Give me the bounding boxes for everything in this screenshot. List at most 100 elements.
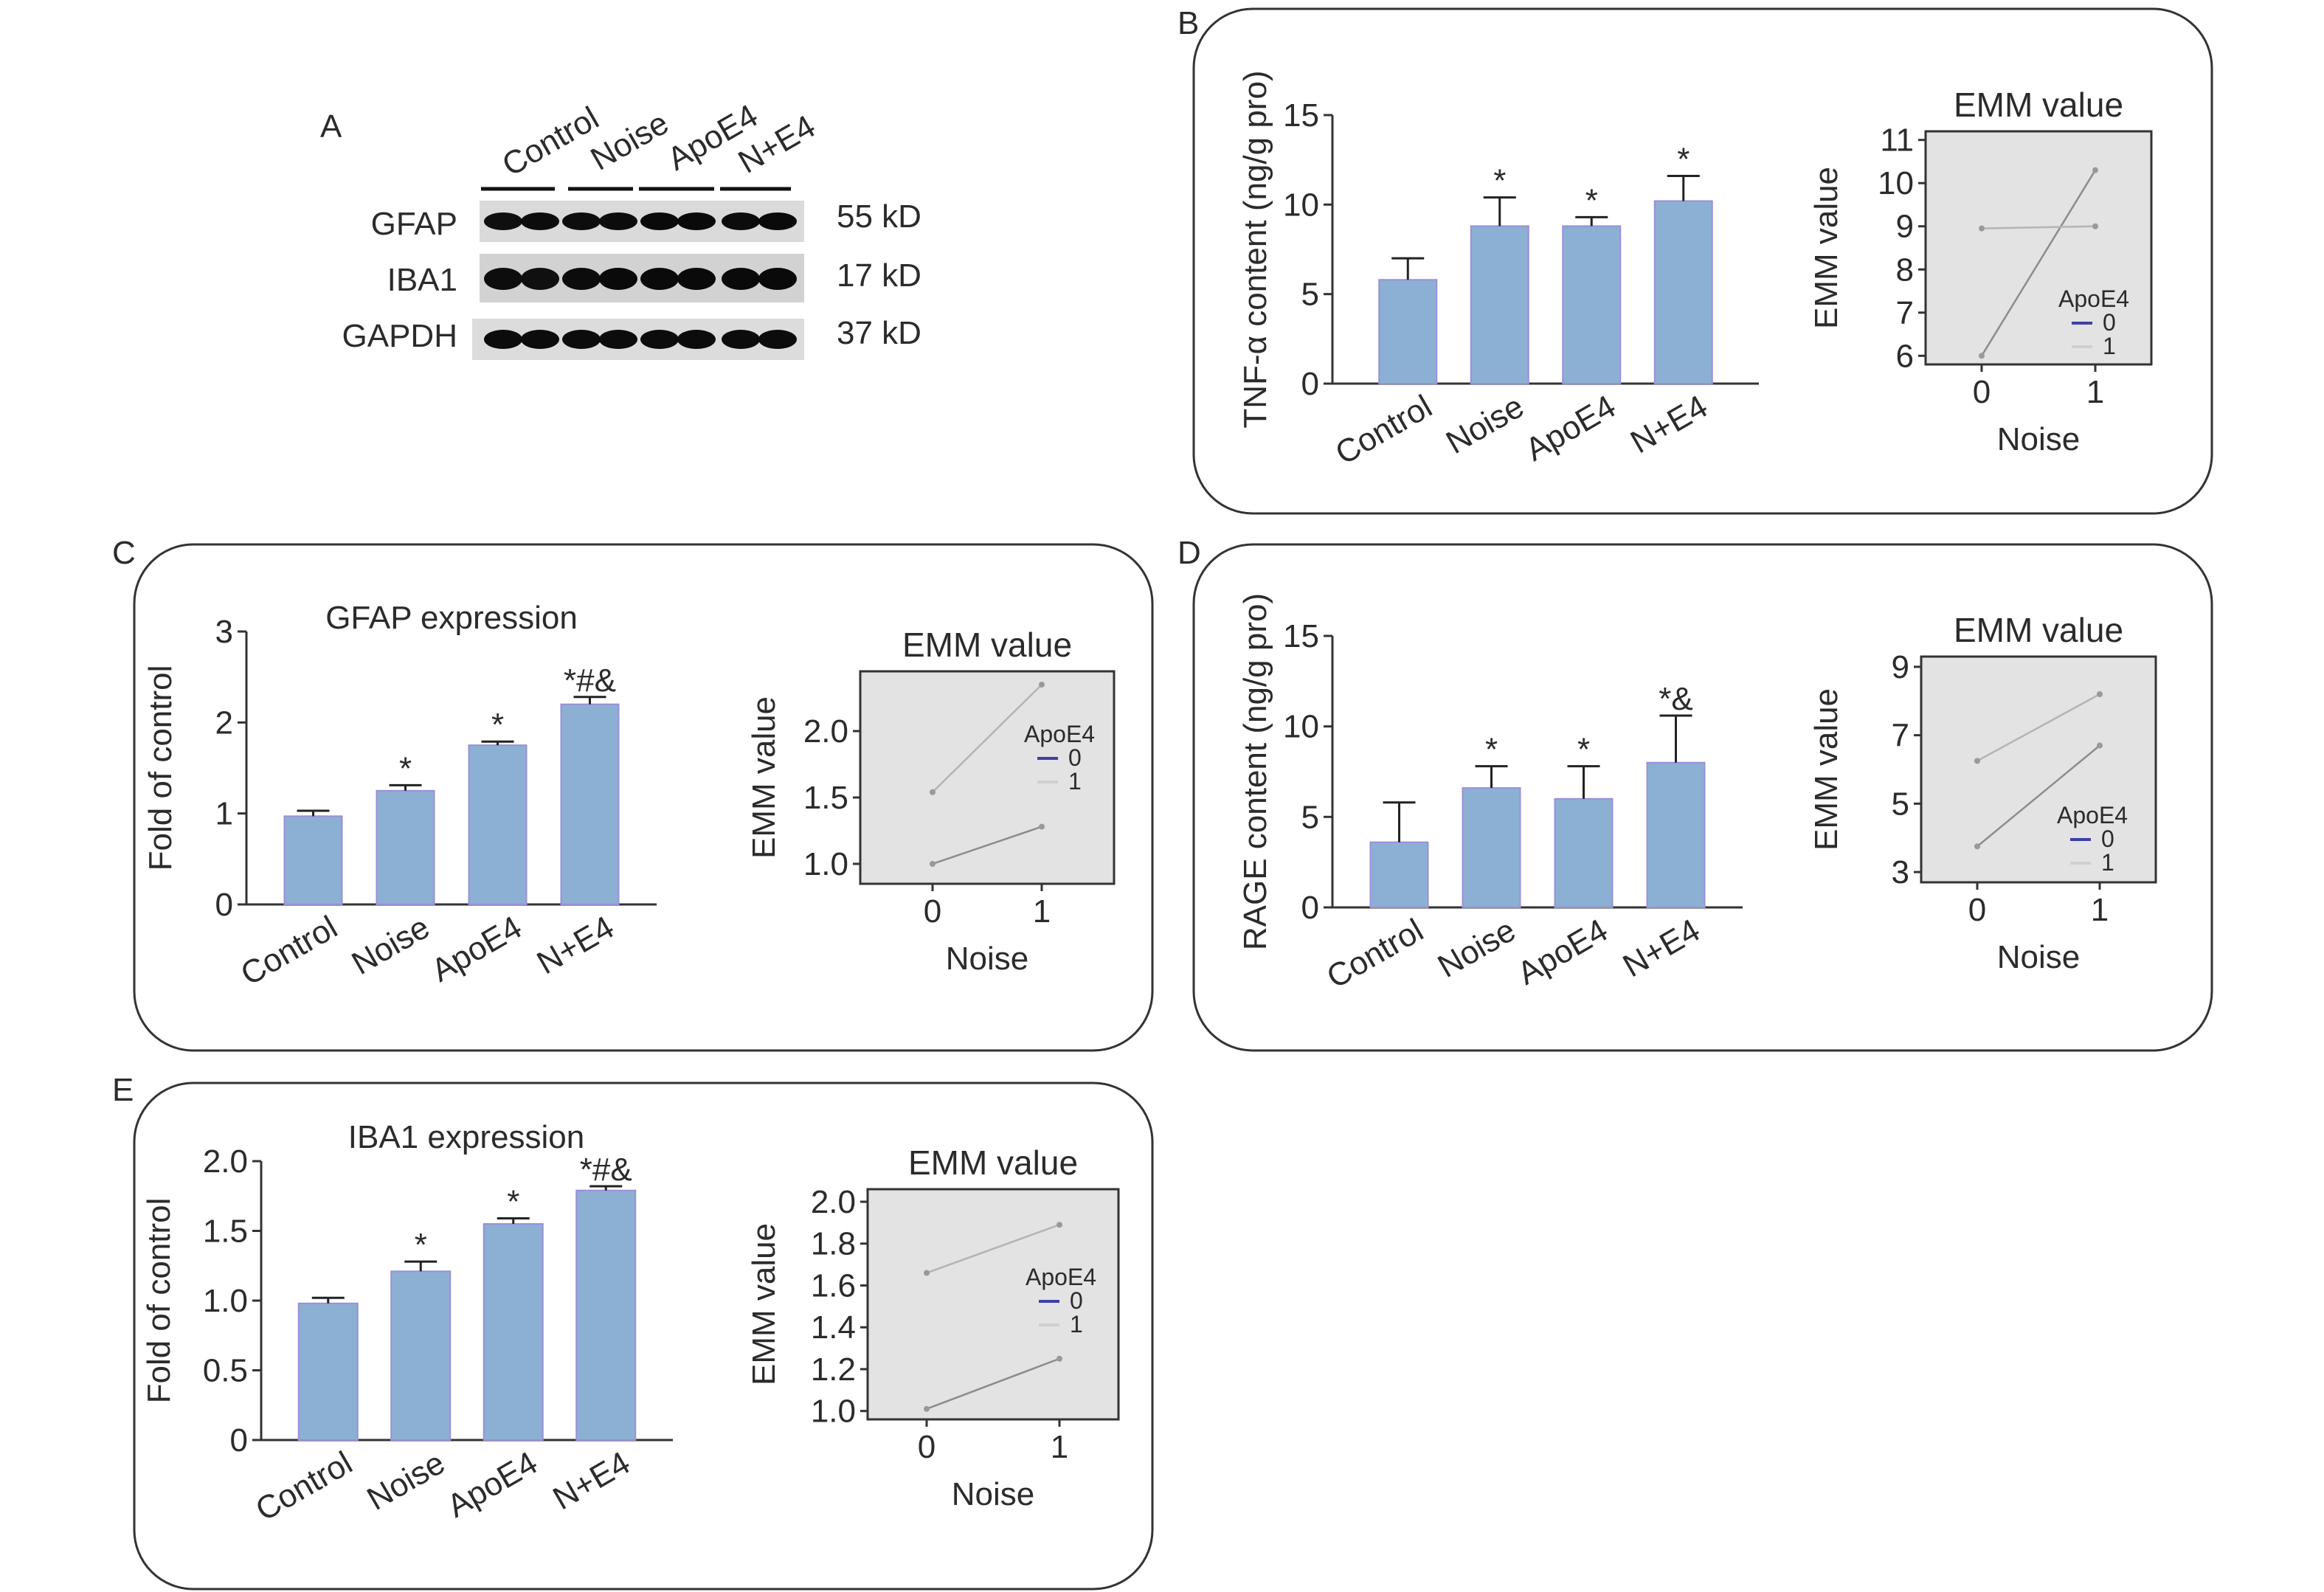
series-line xyxy=(1980,170,2097,356)
emm-title: EMM value xyxy=(1954,86,2123,124)
x-category-label: ApoE4 xyxy=(441,1444,544,1524)
bar xyxy=(1369,841,1429,909)
x-category-label: ApoE4 xyxy=(426,909,528,989)
y-tick-label: 8 xyxy=(1896,252,1914,288)
y-tick-label: 5 xyxy=(1301,277,1319,313)
legend-entry: 1 xyxy=(2101,849,2114,876)
y-axis-label: RAGE content (ng/g pro) xyxy=(1237,593,1273,950)
series-line xyxy=(932,684,1042,793)
blot-lane-label: Noise xyxy=(585,105,675,178)
panel-frame-d xyxy=(1192,543,2213,1052)
rage-bar-chart: 0 5 10 15 RAGE content (ng/g pro) Control * Noi… xyxy=(1237,593,1743,996)
y-tick-label: 1 xyxy=(215,796,233,832)
y-tick-label: 1.0 xyxy=(811,1394,856,1430)
panel-frame-e xyxy=(133,1081,1154,1591)
bar xyxy=(1378,279,1438,384)
series-point xyxy=(924,1405,930,1412)
x-category-label: N+E4 xyxy=(531,909,620,981)
legend-title: ApoE4 xyxy=(1026,1264,1096,1290)
chart-title: IBA1 expression xyxy=(348,1119,584,1155)
x-tick-label: 1 xyxy=(2086,374,2104,410)
x-tick-label: 1 xyxy=(1033,893,1051,930)
y-tick-label: 1.5 xyxy=(203,1214,248,1250)
blot-band xyxy=(677,212,716,230)
series-point xyxy=(1039,682,1045,688)
series-line xyxy=(926,1357,1060,1410)
significance-label: * xyxy=(507,1183,519,1219)
significance-label: *& xyxy=(1659,681,1692,717)
x-category-label: ApoE4 xyxy=(1512,912,1614,991)
x-axis-label: Noise xyxy=(952,1476,1035,1512)
blot-band xyxy=(484,268,522,290)
bar xyxy=(376,789,435,906)
blot-band xyxy=(640,212,679,230)
x-category-label: Noise xyxy=(346,909,436,982)
tnf-alpha-bar-chart: 0 5 10 15 TNF-α content (ng/g pro) Control * No… xyxy=(1237,70,1759,472)
series-point xyxy=(924,1270,930,1276)
legend-title: ApoE4 xyxy=(2057,802,2128,828)
y-tick-label: 2.0 xyxy=(803,713,848,750)
series-point xyxy=(930,861,936,867)
significance-label: * xyxy=(491,707,504,743)
series-point xyxy=(2097,691,2103,697)
blot-band xyxy=(722,330,760,349)
y-tick-label: 15 xyxy=(1283,97,1319,134)
panel-letter-d: D xyxy=(1177,535,1201,571)
emm-title: EMM value xyxy=(908,1143,1078,1182)
y-tick-label: 2.0 xyxy=(811,1184,856,1220)
legend-entry: 1 xyxy=(1070,1311,1083,1337)
y-axis-label: EMM value xyxy=(746,1223,782,1385)
blot-band xyxy=(599,330,637,349)
blot-band xyxy=(562,212,601,230)
y-tick-label: 2 xyxy=(215,705,233,741)
panel-letter-e: E xyxy=(112,1072,134,1108)
series-point xyxy=(1039,823,1045,830)
blot-band xyxy=(722,212,760,230)
bar xyxy=(1462,787,1521,908)
legend-entry: 1 xyxy=(1068,768,1082,795)
bar xyxy=(390,1270,452,1442)
series-line xyxy=(932,826,1042,865)
bar xyxy=(1646,761,1706,908)
y-tick-label: 10 xyxy=(1283,709,1319,745)
series-point xyxy=(1979,225,1985,232)
significance-label: * xyxy=(1677,142,1690,178)
significance-label: * xyxy=(1493,163,1506,199)
series-point xyxy=(2092,223,2098,229)
bar xyxy=(283,815,343,906)
blot-band xyxy=(521,330,559,349)
y-axis-label: TNF-α content (ng/g pro) xyxy=(1237,70,1273,428)
bar xyxy=(468,744,528,906)
x-tick-label: 1 xyxy=(1051,1429,1068,1465)
x-category-label: Control xyxy=(1321,912,1429,995)
x-tick-label: 0 xyxy=(1968,892,1986,928)
significance-label: * xyxy=(1577,732,1590,768)
y-axis-label: EMM value xyxy=(1808,688,1844,851)
blot-band xyxy=(599,212,637,230)
x-axis-label: Noise xyxy=(1997,939,2081,975)
bar xyxy=(1554,797,1614,909)
x-tick-label: 0 xyxy=(918,1429,936,1465)
blot-band xyxy=(640,330,679,349)
bar xyxy=(560,703,620,906)
blot-band xyxy=(677,330,716,349)
panel-letter-a: A xyxy=(320,108,342,145)
x-tick-label: 1 xyxy=(2091,892,2109,928)
y-tick-label: 1.5 xyxy=(803,780,848,816)
x-category-label: N+E4 xyxy=(1617,912,1706,984)
x-axis-label: Noise xyxy=(946,941,1029,977)
blot-band xyxy=(521,268,559,290)
legend-entry: 0 xyxy=(2103,309,2116,336)
plot-area xyxy=(1920,655,2157,884)
y-tick-label: 15 xyxy=(1283,618,1319,654)
y-axis-label: EMM value xyxy=(1808,167,1844,329)
emm-title: EMM value xyxy=(902,626,1072,664)
y-tick-label: 1.0 xyxy=(803,846,848,882)
blot-band xyxy=(722,268,760,290)
significance-label: * xyxy=(1585,182,1598,218)
legend-entry: 0 xyxy=(1068,744,1082,771)
iba1-bar-chart: IBA1 expression 0 0.5 1.0 1.5 2.0 Fold of cont… xyxy=(141,1119,673,1529)
